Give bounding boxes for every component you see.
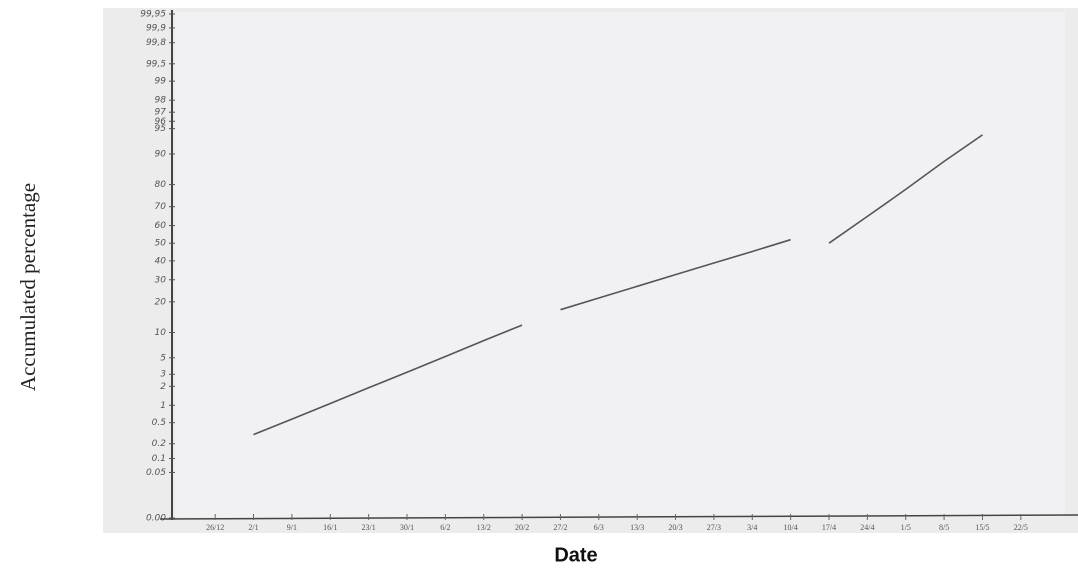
x-tick-label: 17/4 — [822, 523, 836, 532]
paper — [175, 12, 1065, 517]
y-tick-label: 90 — [155, 149, 167, 159]
x-tick-label: 6/2 — [440, 523, 450, 532]
x-tick-label: 24/4 — [860, 523, 874, 532]
y-tick-label: 96 — [155, 117, 167, 127]
x-axis-label: Date — [554, 544, 597, 566]
x-tick-label: 23/1 — [362, 523, 376, 532]
y-tick-label: 50 — [155, 239, 167, 249]
y-tick-label: 3 — [160, 370, 166, 380]
y-tick-label: 70 — [155, 202, 167, 212]
y-tick-label: 0.5 — [152, 418, 167, 428]
x-tick-label: 20/2 — [515, 523, 529, 532]
x-tick-label: 13/2 — [477, 523, 491, 532]
y-tick-label: 98 — [155, 96, 167, 106]
data-line — [828, 134, 983, 244]
x-tick-label: 2/1 — [248, 523, 258, 532]
y-tick-label: 99,8 — [146, 38, 166, 48]
x-tick-label: 13/3 — [630, 523, 644, 532]
y-tick-label: 10 — [155, 328, 167, 338]
y-tick-label: 99 — [155, 77, 167, 87]
y-tick-label: 97 — [155, 108, 167, 118]
y-axis-label: Accumulated percentage — [16, 183, 40, 391]
data-line — [560, 238, 791, 311]
x-tick-label: 16/1 — [323, 523, 337, 532]
x-tick-label: 15/5 — [975, 523, 989, 532]
y-tick-label: 0.00 — [146, 514, 166, 524]
x-tick-label: 27/2 — [553, 523, 567, 532]
x-tick-label: 8/5 — [939, 523, 949, 532]
x-tick-label: 20/3 — [668, 523, 682, 532]
y-tick-label: 99,9 — [146, 23, 166, 33]
y-tick-label: 40 — [155, 256, 167, 266]
y-tick-label: 1 — [160, 401, 166, 411]
y-tick-label: 60 — [155, 221, 167, 231]
x-tick-label: 26/12 — [206, 523, 224, 532]
y-tick-label: 99,95 — [140, 10, 166, 20]
y-tick-label: 0.1 — [152, 454, 166, 464]
y-tick-label: 0.05 — [146, 468, 166, 478]
y-tick-label: 80 — [155, 180, 167, 190]
x-tick-label: 6/3 — [594, 523, 604, 532]
y-tick-label: 2 — [160, 382, 166, 392]
y-tick-label: 30 — [155, 275, 167, 285]
x-tick-label: 10/4 — [784, 523, 798, 532]
x-tick-label: 1/5 — [901, 523, 911, 532]
x-tick-label: 3/4 — [747, 523, 757, 532]
x-tick-label: 9/1 — [287, 523, 297, 532]
data-line — [253, 324, 523, 436]
y-tick-label: 95 — [155, 124, 167, 134]
y-tick-label: 0.2 — [152, 439, 167, 449]
y-tick-label: 20 — [155, 297, 167, 307]
x-tick-label: 22/5 — [1014, 523, 1028, 532]
x-axis — [159, 514, 1078, 520]
x-tick-label: 27/3 — [707, 523, 721, 532]
y-tick-label: 99,5 — [146, 59, 166, 69]
y-tick-label: 5 — [160, 353, 166, 363]
x-tick-label: 30/1 — [400, 523, 414, 532]
